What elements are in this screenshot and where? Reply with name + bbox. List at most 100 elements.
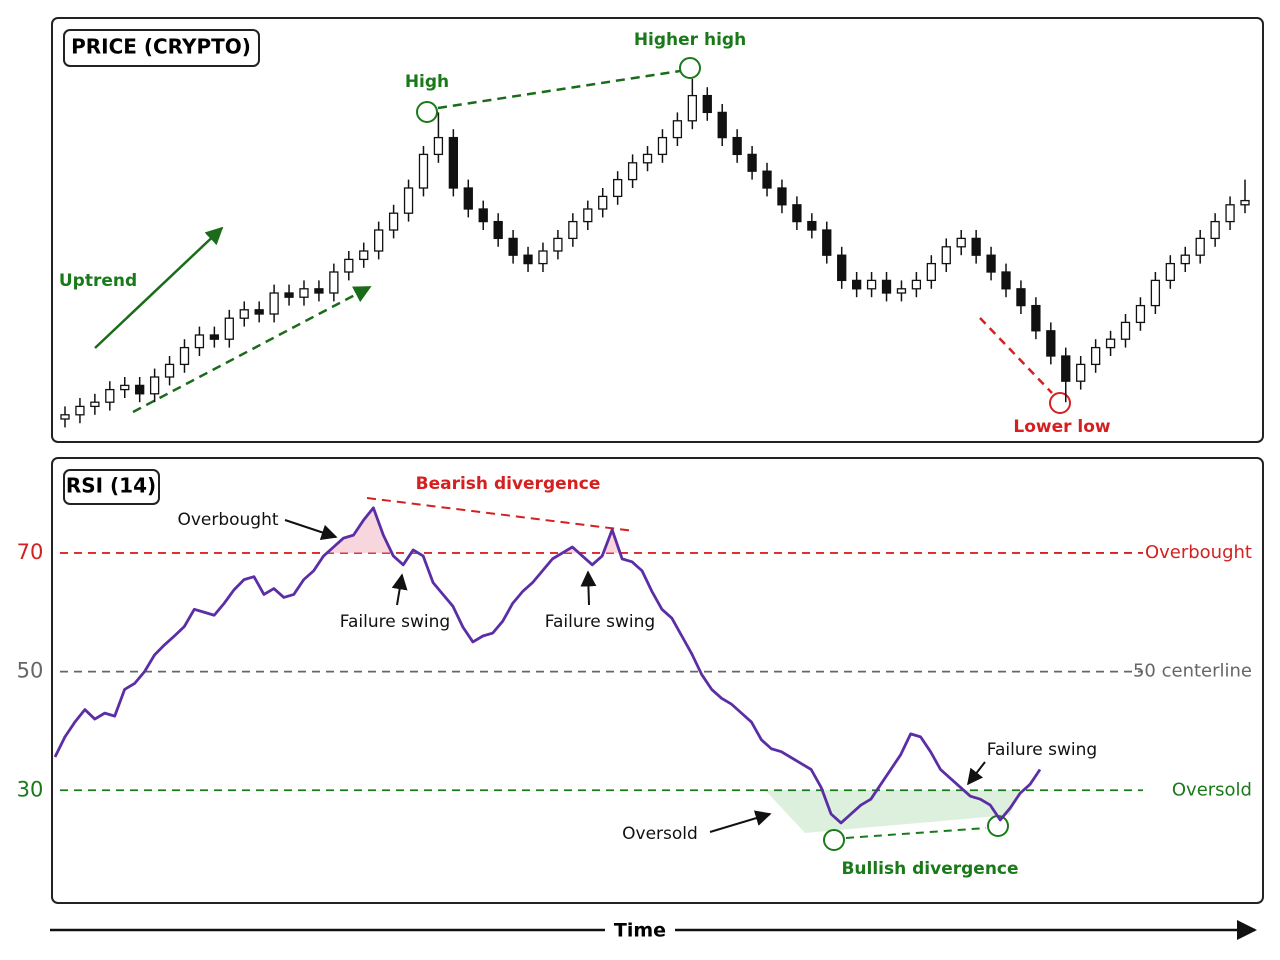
candle-body [269, 292, 279, 315]
candle-body [463, 187, 473, 210]
candle-body [508, 237, 518, 256]
candle-body [1105, 338, 1116, 349]
title-box [63, 469, 160, 505]
candle-body [60, 414, 70, 420]
candle-body [1135, 304, 1146, 324]
candle-body [613, 178, 623, 198]
arrow [391, 573, 408, 606]
candle-body [672, 120, 683, 139]
candle-body [1031, 304, 1041, 332]
marker-circle [679, 57, 701, 79]
candle-body [418, 153, 429, 189]
y-tick-label: 30 [17, 777, 44, 801]
candle-body [344, 258, 354, 273]
annotation: High [405, 72, 449, 92]
marker-circle [823, 829, 845, 851]
candle-body [896, 288, 907, 294]
candle-body [747, 153, 757, 172]
candle-body [1061, 355, 1071, 382]
candle-body [90, 401, 100, 408]
rsi-title: RSI (14) [66, 474, 156, 498]
annotation: Oversold [622, 824, 698, 844]
candle-body [403, 187, 414, 214]
annotation: Bullish divergence [841, 859, 1018, 879]
divergence-line [437, 69, 681, 110]
candle-body [254, 309, 264, 315]
candle-body [941, 246, 951, 265]
annotation: Overbought [177, 510, 278, 530]
trend-arrow [94, 226, 224, 349]
trend-line [979, 317, 1053, 394]
candle-body [105, 388, 115, 403]
candle-body [911, 279, 922, 290]
candle-body [657, 136, 668, 156]
candle-body [239, 309, 249, 319]
arrow [709, 810, 772, 833]
oversold-shading [765, 790, 1020, 833]
candle-body [1180, 254, 1190, 265]
marker-circle [416, 101, 438, 123]
arrow [967, 761, 986, 786]
candle-body [388, 212, 399, 231]
annotation: Uptrend [59, 271, 137, 291]
candle-body [881, 279, 892, 294]
candle-body [314, 288, 324, 294]
candle-body [1225, 204, 1235, 223]
candle-body [1165, 262, 1175, 282]
candle-body [120, 384, 130, 391]
candle-body [627, 162, 638, 181]
candle-body [299, 288, 309, 298]
candle-body [433, 136, 444, 156]
y-tick-label: 50 [17, 659, 44, 683]
candle-body [583, 208, 593, 223]
candle-body [538, 250, 548, 265]
candle-body [149, 376, 160, 395]
arrow [284, 519, 338, 541]
candle-body [822, 229, 832, 256]
candle-body [1195, 237, 1205, 256]
candle-body [926, 262, 936, 282]
candle-body [135, 384, 145, 395]
candle-body [523, 254, 533, 265]
candle-body [1120, 321, 1131, 340]
candle-body [359, 250, 369, 261]
candle-body [837, 254, 847, 282]
marks: 30 Oversold 50 50 centerline 70 Overbought [17, 78, 1252, 825]
x-axis-label: Time [614, 920, 666, 942]
candle-body [179, 346, 190, 366]
rsi-line [53, 506, 1042, 825]
reference-label: 50 centerline [1133, 661, 1252, 682]
divergence-line [845, 827, 987, 839]
candle-body [687, 94, 697, 122]
annotation: Failure swing [340, 612, 450, 632]
arrow [580, 570, 597, 606]
candle-body [493, 220, 503, 240]
candle-body [224, 317, 234, 340]
candle-body [75, 405, 85, 416]
candle-body [448, 136, 459, 189]
candle-body [1001, 271, 1011, 290]
candle-body [642, 153, 653, 164]
candle-body [1090, 346, 1101, 366]
candle-body [1240, 199, 1250, 206]
reference-label: Overbought [1145, 542, 1252, 563]
candle-body [866, 279, 877, 290]
candle-body [209, 334, 220, 340]
candle-body [792, 204, 802, 223]
title-box [63, 29, 260, 67]
marker-circle [1049, 392, 1071, 414]
candle-body [702, 94, 712, 114]
candle-body [1076, 363, 1086, 382]
candle-body [956, 237, 966, 248]
candle-body [329, 271, 339, 294]
annotation: Failure swing [987, 740, 1097, 760]
candle-body [986, 254, 996, 273]
candle-body [732, 136, 742, 156]
axis-label-bg [605, 916, 675, 944]
candle-body [1046, 330, 1056, 357]
candle-body [807, 220, 817, 231]
y-tick-label: 70 [17, 540, 44, 564]
candle-body [851, 279, 862, 290]
candle-body [194, 334, 205, 349]
